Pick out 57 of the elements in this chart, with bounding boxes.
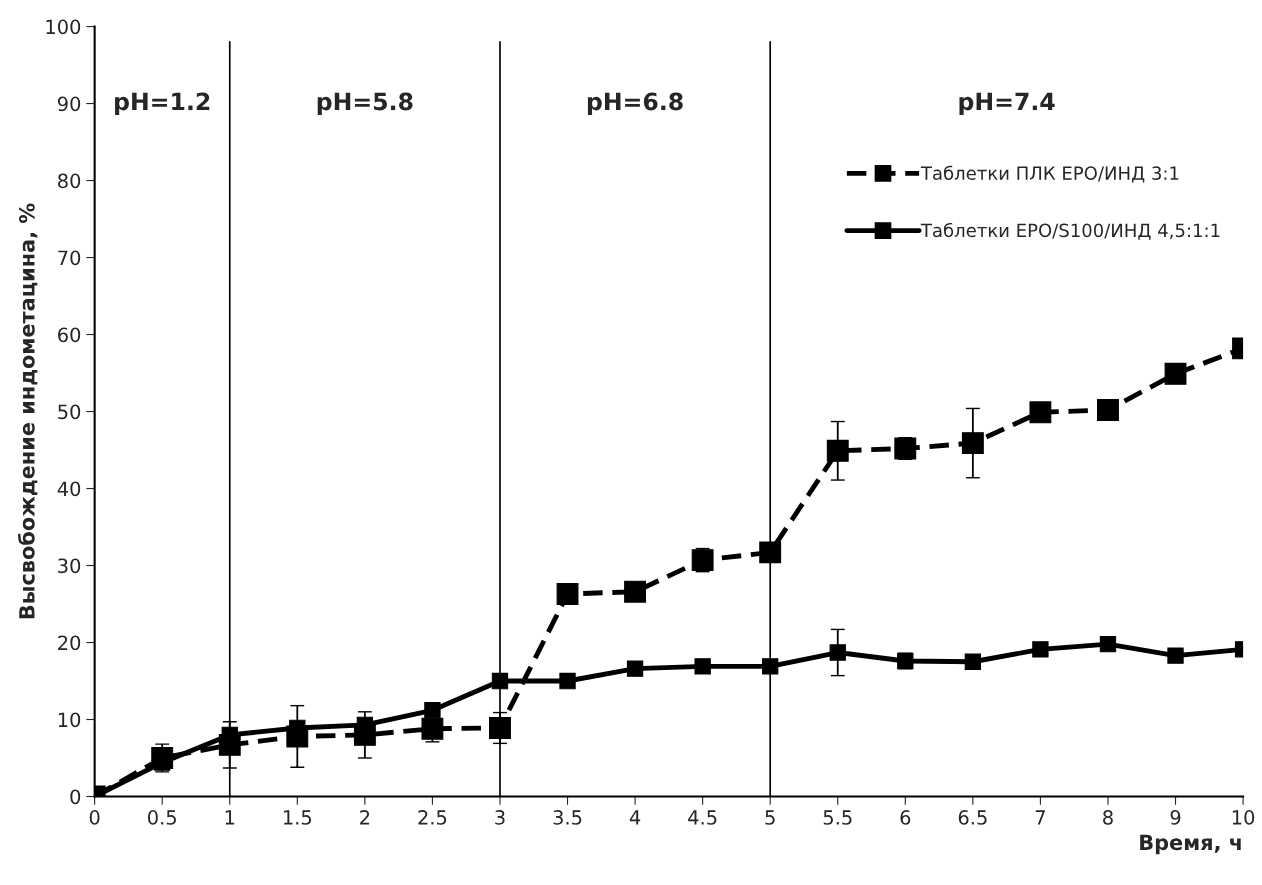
x-tick-label: 3 bbox=[495, 810, 505, 825]
point bbox=[961, 432, 984, 455]
y-tick-label: 50 bbox=[58, 404, 81, 420]
x-tick-label: 8 bbox=[1103, 810, 1113, 825]
y-tick-label: 40 bbox=[57, 481, 81, 497]
point bbox=[894, 437, 917, 460]
x-tick-label: 0.5 bbox=[148, 810, 176, 825]
annotation: pH=5.8 bbox=[317, 92, 413, 115]
x-tick-label: 4 bbox=[629, 810, 641, 825]
point bbox=[626, 660, 644, 677]
point bbox=[1164, 362, 1187, 385]
y-tick-label: 60 bbox=[58, 327, 81, 343]
x-tick-label: 2 bbox=[360, 810, 370, 825]
point bbox=[759, 541, 782, 564]
point bbox=[1032, 641, 1049, 658]
point bbox=[762, 658, 779, 675]
annotation: pH=6.8 bbox=[587, 92, 683, 115]
point bbox=[964, 653, 982, 670]
point bbox=[559, 672, 576, 690]
point bbox=[826, 439, 849, 462]
x-axis-title: Время, ч bbox=[1140, 834, 1241, 855]
y-tick-label: 80 bbox=[58, 173, 81, 189]
x-tick-label: 6 bbox=[900, 810, 911, 825]
x-tick-label: 4.5 bbox=[688, 810, 717, 825]
point bbox=[624, 580, 647, 603]
x-tick-label: 7 bbox=[1035, 810, 1045, 825]
x-tick-label: 6.5 bbox=[958, 810, 987, 825]
y-tick-label: 70 bbox=[58, 250, 81, 266]
point bbox=[1029, 401, 1052, 424]
point bbox=[694, 658, 711, 675]
point bbox=[1097, 399, 1119, 421]
y-tick-label: 20 bbox=[58, 635, 81, 651]
x-tick-label: 9 bbox=[1170, 810, 1181, 825]
x-tick-label: 0 bbox=[89, 810, 100, 825]
point bbox=[1099, 635, 1117, 653]
x-tick-label: 1 bbox=[225, 810, 235, 825]
y-tick-label: 0 bbox=[70, 789, 81, 805]
y-tick-label: 30 bbox=[58, 558, 81, 574]
point bbox=[1167, 647, 1184, 664]
x-tick-label: 3.5 bbox=[553, 810, 582, 825]
legend-label: Таблетки ЕРО/S100/ИНД 4,5:1:1 bbox=[920, 222, 1220, 240]
point bbox=[489, 717, 511, 739]
point bbox=[556, 583, 579, 605]
y-axis-title: Высвобождение индометацина, % bbox=[17, 203, 38, 619]
y-tick-label: 10 bbox=[58, 712, 81, 728]
y-tick-label: 90 bbox=[57, 96, 81, 112]
point bbox=[829, 644, 846, 661]
x-tick-label: 10 bbox=[1232, 810, 1255, 825]
x-tick-label: 2.5 bbox=[418, 810, 447, 825]
x-tick-label: 1.5 bbox=[283, 810, 312, 825]
x-tick-label: 5.5 bbox=[823, 810, 852, 825]
legend-label: Таблетки ПЛК ЕРО/ИНД 3:1 bbox=[920, 165, 1179, 183]
annotation: pH=7.4 bbox=[959, 92, 1055, 115]
annotation: pH=1.2 bbox=[115, 92, 210, 115]
y-tick-label: 100 bbox=[46, 19, 81, 35]
point bbox=[424, 702, 441, 719]
x-tick-label: 5 bbox=[765, 810, 775, 825]
